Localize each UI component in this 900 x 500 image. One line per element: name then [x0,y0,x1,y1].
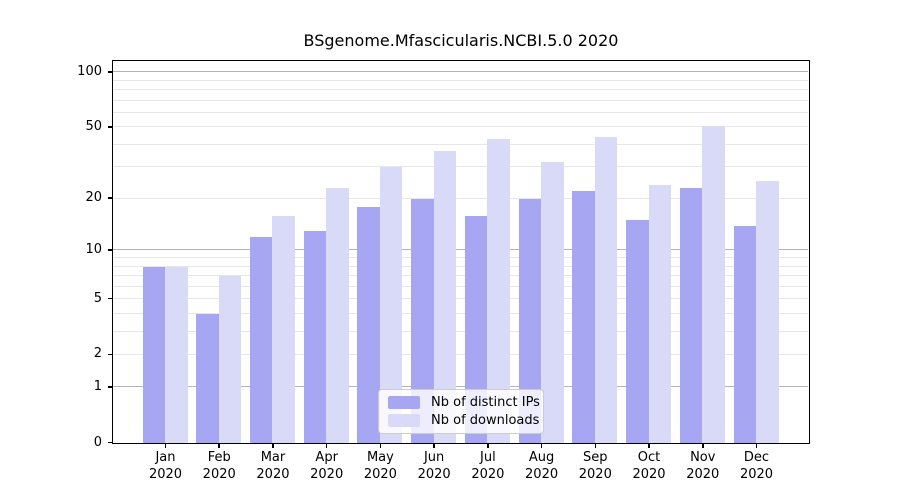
y-tick-label: 100 [77,63,102,79]
gridline-minor [113,166,808,168]
y-tick-label: 5 [93,290,102,306]
bar-nb-of-distinct-ips-jun [411,198,434,443]
gridline-minor [113,285,808,287]
bar-nb-of-distinct-ips-aug [518,198,542,443]
gridline-minor [113,99,808,101]
x-tick-mark [433,444,435,448]
x-tick-mark [755,444,758,448]
x-tick-label: Jun 2020 [417,450,451,482]
x-tick-label: Oct 2020 [632,450,666,482]
x-tick-mark [272,444,274,448]
bar-nb-of-downloads-sep [594,137,618,443]
y-tick-label: 1 [93,378,102,394]
x-tick-label: Jul 2020 [471,450,505,482]
gridline-minor [113,353,808,355]
bar-nb-of-distinct-ips-mar [249,237,273,443]
gridline-minor [113,143,808,145]
x-tick-mark [379,444,382,448]
bar-nb-of-downloads-jun [433,150,457,443]
bar-nb-of-distinct-ips-nov [679,187,703,443]
legend-swatch-downloads [388,414,420,427]
y-tick-mark [107,71,112,73]
y-tick-mark [107,249,112,251]
x-tick-label: Jan 2020 [148,450,183,482]
x-tick-mark [702,444,704,448]
gridline-minor [113,79,808,81]
x-tick-label: Aug 2020 [525,450,559,482]
y-tick-mark [107,386,112,388]
x-tick-mark [594,444,597,448]
y-tick-label: 0 [93,434,102,450]
gridline-minor [113,111,808,113]
gridline-minor [113,275,808,277]
x-tick-mark [218,444,220,448]
y-tick-mark [107,353,112,356]
x-tick-mark [648,444,650,448]
y-tick-mark [107,126,112,128]
bar-nb-of-distinct-ips-oct [626,220,649,443]
bar-nb-of-downloads-apr [326,187,349,443]
legend-label-distinct-ips: Nb of distinct IPs [431,395,540,410]
y-tick-label: 20 [85,190,102,206]
bar-nb-of-distinct-ips-sep [572,191,595,443]
bar-nb-of-downloads-aug [541,162,564,443]
gridline-major [113,71,808,73]
bar-nb-of-downloads-feb [218,276,242,443]
bar-nb-of-downloads-nov [702,125,725,443]
gridline-minor [113,197,808,199]
gridline-minor [113,312,808,314]
gridline-minor [113,298,808,300]
gridline-minor [113,257,808,259]
x-tick-label: Nov 2020 [686,450,720,482]
bar-nb-of-distinct-ips-feb [196,313,219,443]
gridline-major [113,386,808,388]
gridline-minor [113,330,808,332]
x-tick-mark [487,444,489,448]
x-tick-mark [325,444,328,448]
y-tick-label: 50 [85,118,102,134]
legend-label-downloads: Nb of downloads [431,413,540,428]
gridline-minor [113,126,808,128]
legend-entry-distinct-ips: Nb of distinct IPs [388,395,540,410]
legend-entry-downloads: Nb of downloads [388,413,539,428]
bar-nb-of-downloads-dec [756,181,779,443]
gridline-minor [113,89,808,91]
bar-nb-of-downloads-mar [272,215,295,443]
x-tick-label: Mar 2020 [256,450,290,482]
bar-nb-of-downloads-oct [648,184,672,443]
x-tick-mark [164,444,167,448]
y-tick-label: 10 [85,241,102,257]
bar-nb-of-downloads-jan [165,266,188,443]
x-tick-label: Sep 2020 [578,450,612,482]
bar-nb-of-distinct-ips-may [357,206,380,443]
plot-area: Nb of distinct IPs Nb of downloads [112,60,810,444]
bar-nb-of-distinct-ips-jul [464,215,488,443]
bar-nb-of-downloads-jul [487,139,510,443]
bar-nb-of-distinct-ips-apr [303,231,327,443]
gridline-major [113,249,808,251]
bar-nb-of-distinct-ips-dec [733,225,756,443]
x-tick-label: Dec 2020 [739,450,774,482]
gridline-minor [113,265,808,267]
x-tick-mark [540,444,543,448]
y-tick-mark [107,441,112,444]
y-tick-mark [107,297,112,300]
legend: Nb of distinct IPs Nb of downloads [378,389,544,434]
legend-swatch-distinct-ips [388,396,420,409]
x-tick-label: May 2020 [363,450,397,482]
chart-title: BSgenome.Mfascicularis.NCBI.5.0 2020 [303,31,619,50]
x-tick-label: Feb 2020 [202,450,236,482]
bar-nb-of-distinct-ips-jan [142,266,165,443]
y-tick-mark [107,197,112,199]
bar-nb-of-downloads-may [379,167,403,443]
x-tick-label: Apr 2020 [310,450,344,482]
y-tick-label: 2 [93,346,102,362]
